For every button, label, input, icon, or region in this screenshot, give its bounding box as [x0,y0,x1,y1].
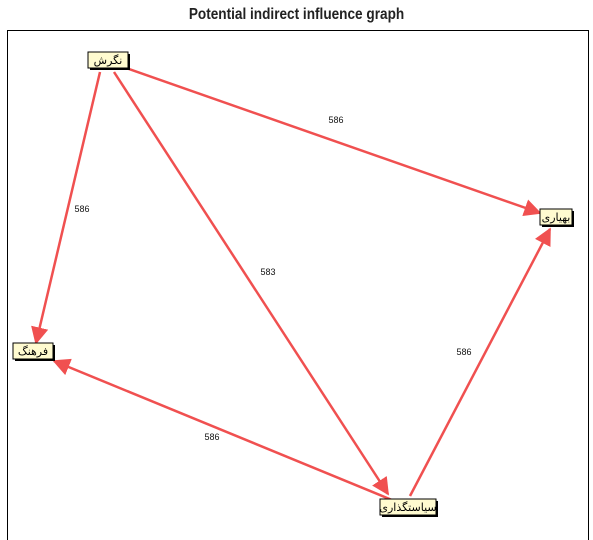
node-label-n1: نگرش [94,54,123,67]
graph-frame [7,30,589,540]
edges-layer: 586 586 583 586 586 [31,66,552,502]
edge-n4-n2 [408,227,552,497]
edge-label-n4-n3: 586 [204,432,219,442]
node-label-n2: بهیاری [542,211,571,224]
node-label-n3: فرهنگ [18,345,48,358]
node-box [379,498,437,516]
node-n3[interactable]: فرهنگ [12,342,55,361]
edge-label-n4-n2: 586 [456,347,471,357]
node-n1[interactable]: نگرش [87,51,130,70]
edge-label-n1-n4: 583 [260,267,275,277]
node-n2[interactable]: بهیاری [539,208,574,227]
graph-title: Potential indirect influence graph [188,6,405,23]
node-label-n4: سیاستگذاری [379,501,436,514]
edge-n4-n3 [52,358,393,502]
node-box [87,51,129,69]
edge-n1-n4 [112,71,390,496]
node-box [12,342,54,360]
edge-label-n1-n3: 586 [74,204,89,214]
node-box [539,208,573,226]
edge-n1-n3 [31,71,102,345]
node-n4[interactable]: سیاستگذاری [379,498,438,517]
nodes-layer: نگرش بهیاری فرهنگ سیاستگذاری [12,51,574,517]
edge-n1-n2 [125,66,542,217]
edge-label-n1-n2: 586 [328,115,343,125]
